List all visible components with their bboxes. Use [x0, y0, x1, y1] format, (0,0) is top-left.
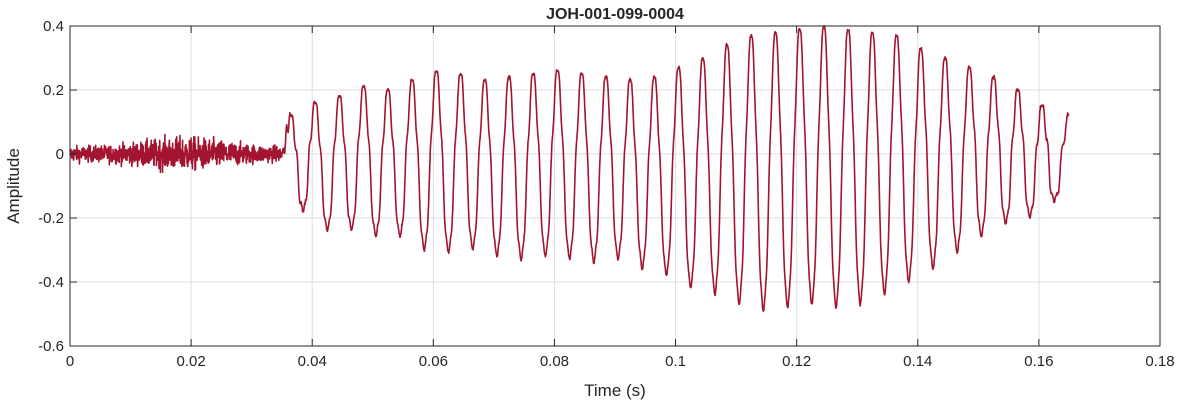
axes-box	[69, 25, 1161, 347]
y-tick-label: 0.2	[43, 82, 64, 99]
x-tick-label: 0.18	[1145, 353, 1174, 370]
x-tick-label: 0.16	[1024, 353, 1053, 370]
x-axis-label: Time (s)	[584, 381, 646, 400]
waveform-series-line	[69, 25, 1070, 312]
x-tick-label: 0.14	[903, 353, 932, 370]
x-tick-label: 0.04	[298, 353, 327, 370]
x-tick-label: 0	[66, 353, 74, 370]
x-tick-label: 0.06	[419, 353, 448, 370]
y-tick-label: -0.4	[38, 274, 64, 291]
y-axis: -0.6 -0.4 -0.2 0 0.2 0.4	[38, 18, 1160, 355]
x-tick-label: 0.1	[665, 353, 686, 370]
chart-title: JOH-001-099-0004	[546, 6, 684, 23]
x-axis: 0 0.02 0.04 0.06 0.08 0.1 0.12 0.14 0.16 0.18	[66, 26, 1175, 370]
y-tick-label: 0.4	[43, 18, 64, 35]
x-tick-label: 0.02	[177, 353, 206, 370]
y-tick-label: -0.6	[38, 338, 64, 355]
plot-area	[69, 25, 1070, 312]
x-tick-label: 0.12	[782, 353, 811, 370]
x-tick-label: 0.08	[540, 353, 569, 370]
y-tick-label: 0	[56, 146, 64, 163]
y-axis-label: Amplitude	[4, 148, 23, 224]
grid	[70, 26, 1160, 346]
y-tick-label: -0.2	[38, 210, 64, 227]
